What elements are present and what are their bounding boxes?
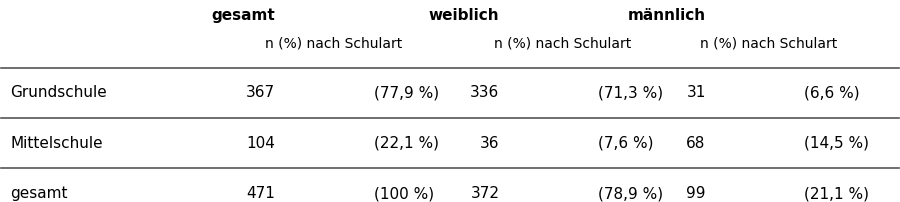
Text: gesamt: gesamt: [11, 186, 68, 201]
Text: weiblich: weiblich: [428, 8, 500, 23]
Text: Grundschule: Grundschule: [11, 85, 107, 100]
Text: (71,3 %): (71,3 %): [598, 85, 663, 100]
Text: (14,5 %): (14,5 %): [805, 136, 869, 151]
Text: Mittelschule: Mittelschule: [11, 136, 103, 151]
Text: gesamt: gesamt: [212, 8, 275, 23]
Text: 31: 31: [687, 85, 706, 100]
Text: (6,6 %): (6,6 %): [805, 85, 860, 100]
Text: 99: 99: [686, 186, 706, 201]
Text: 36: 36: [480, 136, 500, 151]
Text: 104: 104: [247, 136, 275, 151]
Text: (77,9 %): (77,9 %): [374, 85, 439, 100]
Text: 68: 68: [687, 136, 706, 151]
Text: 336: 336: [470, 85, 500, 100]
Text: 367: 367: [246, 85, 275, 100]
Text: n (%) nach Schulart: n (%) nach Schulart: [493, 37, 631, 51]
Text: 471: 471: [247, 186, 275, 201]
Text: männlich: männlich: [627, 8, 706, 23]
Text: (78,9 %): (78,9 %): [598, 186, 663, 201]
Text: n (%) nach Schulart: n (%) nach Schulart: [265, 37, 402, 51]
Text: (22,1 %): (22,1 %): [374, 136, 438, 151]
Text: n (%) nach Schulart: n (%) nach Schulart: [700, 37, 837, 51]
Text: 372: 372: [471, 186, 500, 201]
Text: (100 %): (100 %): [374, 186, 434, 201]
Text: (7,6 %): (7,6 %): [598, 136, 653, 151]
Text: (21,1 %): (21,1 %): [805, 186, 869, 201]
